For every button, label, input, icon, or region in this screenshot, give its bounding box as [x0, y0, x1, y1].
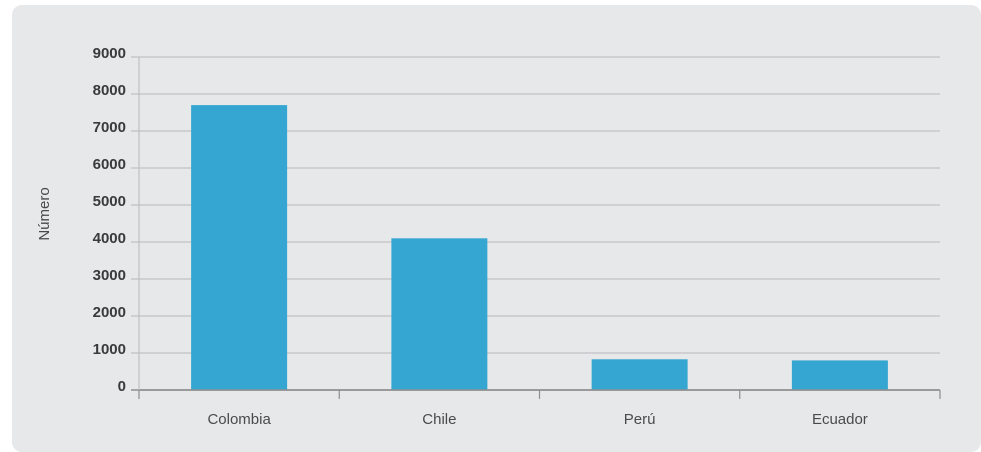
- x-tick-label: Perú: [624, 411, 656, 428]
- bar: [791, 360, 888, 390]
- y-tick-label: 2000: [93, 304, 126, 321]
- y-tick-label: 9000: [93, 45, 126, 62]
- y-tick-label: 0: [118, 378, 126, 395]
- bar: [191, 105, 288, 390]
- bar: [391, 238, 488, 390]
- x-tick-label: Colombia: [207, 411, 271, 428]
- x-tick-label: Ecuador: [812, 411, 868, 428]
- y-tick-label: 7000: [93, 119, 126, 136]
- y-tick-label: 1000: [93, 341, 126, 358]
- y-tick-labels: 0 1000 2000 3000 4000 5000 6000 7000 8000 9000: [93, 45, 126, 395]
- y-tick-label: 5000: [93, 193, 126, 210]
- y-axis-label: Número: [36, 187, 53, 240]
- y-tick-label: 4000: [93, 230, 126, 247]
- y-tick-label: 3000: [93, 267, 126, 284]
- y-tick-label: 6000: [93, 156, 126, 173]
- bar: [591, 359, 688, 390]
- y-tick-label: 8000: [93, 82, 126, 99]
- x-tick-labels: Colombia Chile Perú Ecuador: [207, 411, 867, 428]
- x-axis: [138, 57, 941, 399]
- bars: [191, 105, 888, 390]
- x-tick-label: Chile: [422, 411, 456, 428]
